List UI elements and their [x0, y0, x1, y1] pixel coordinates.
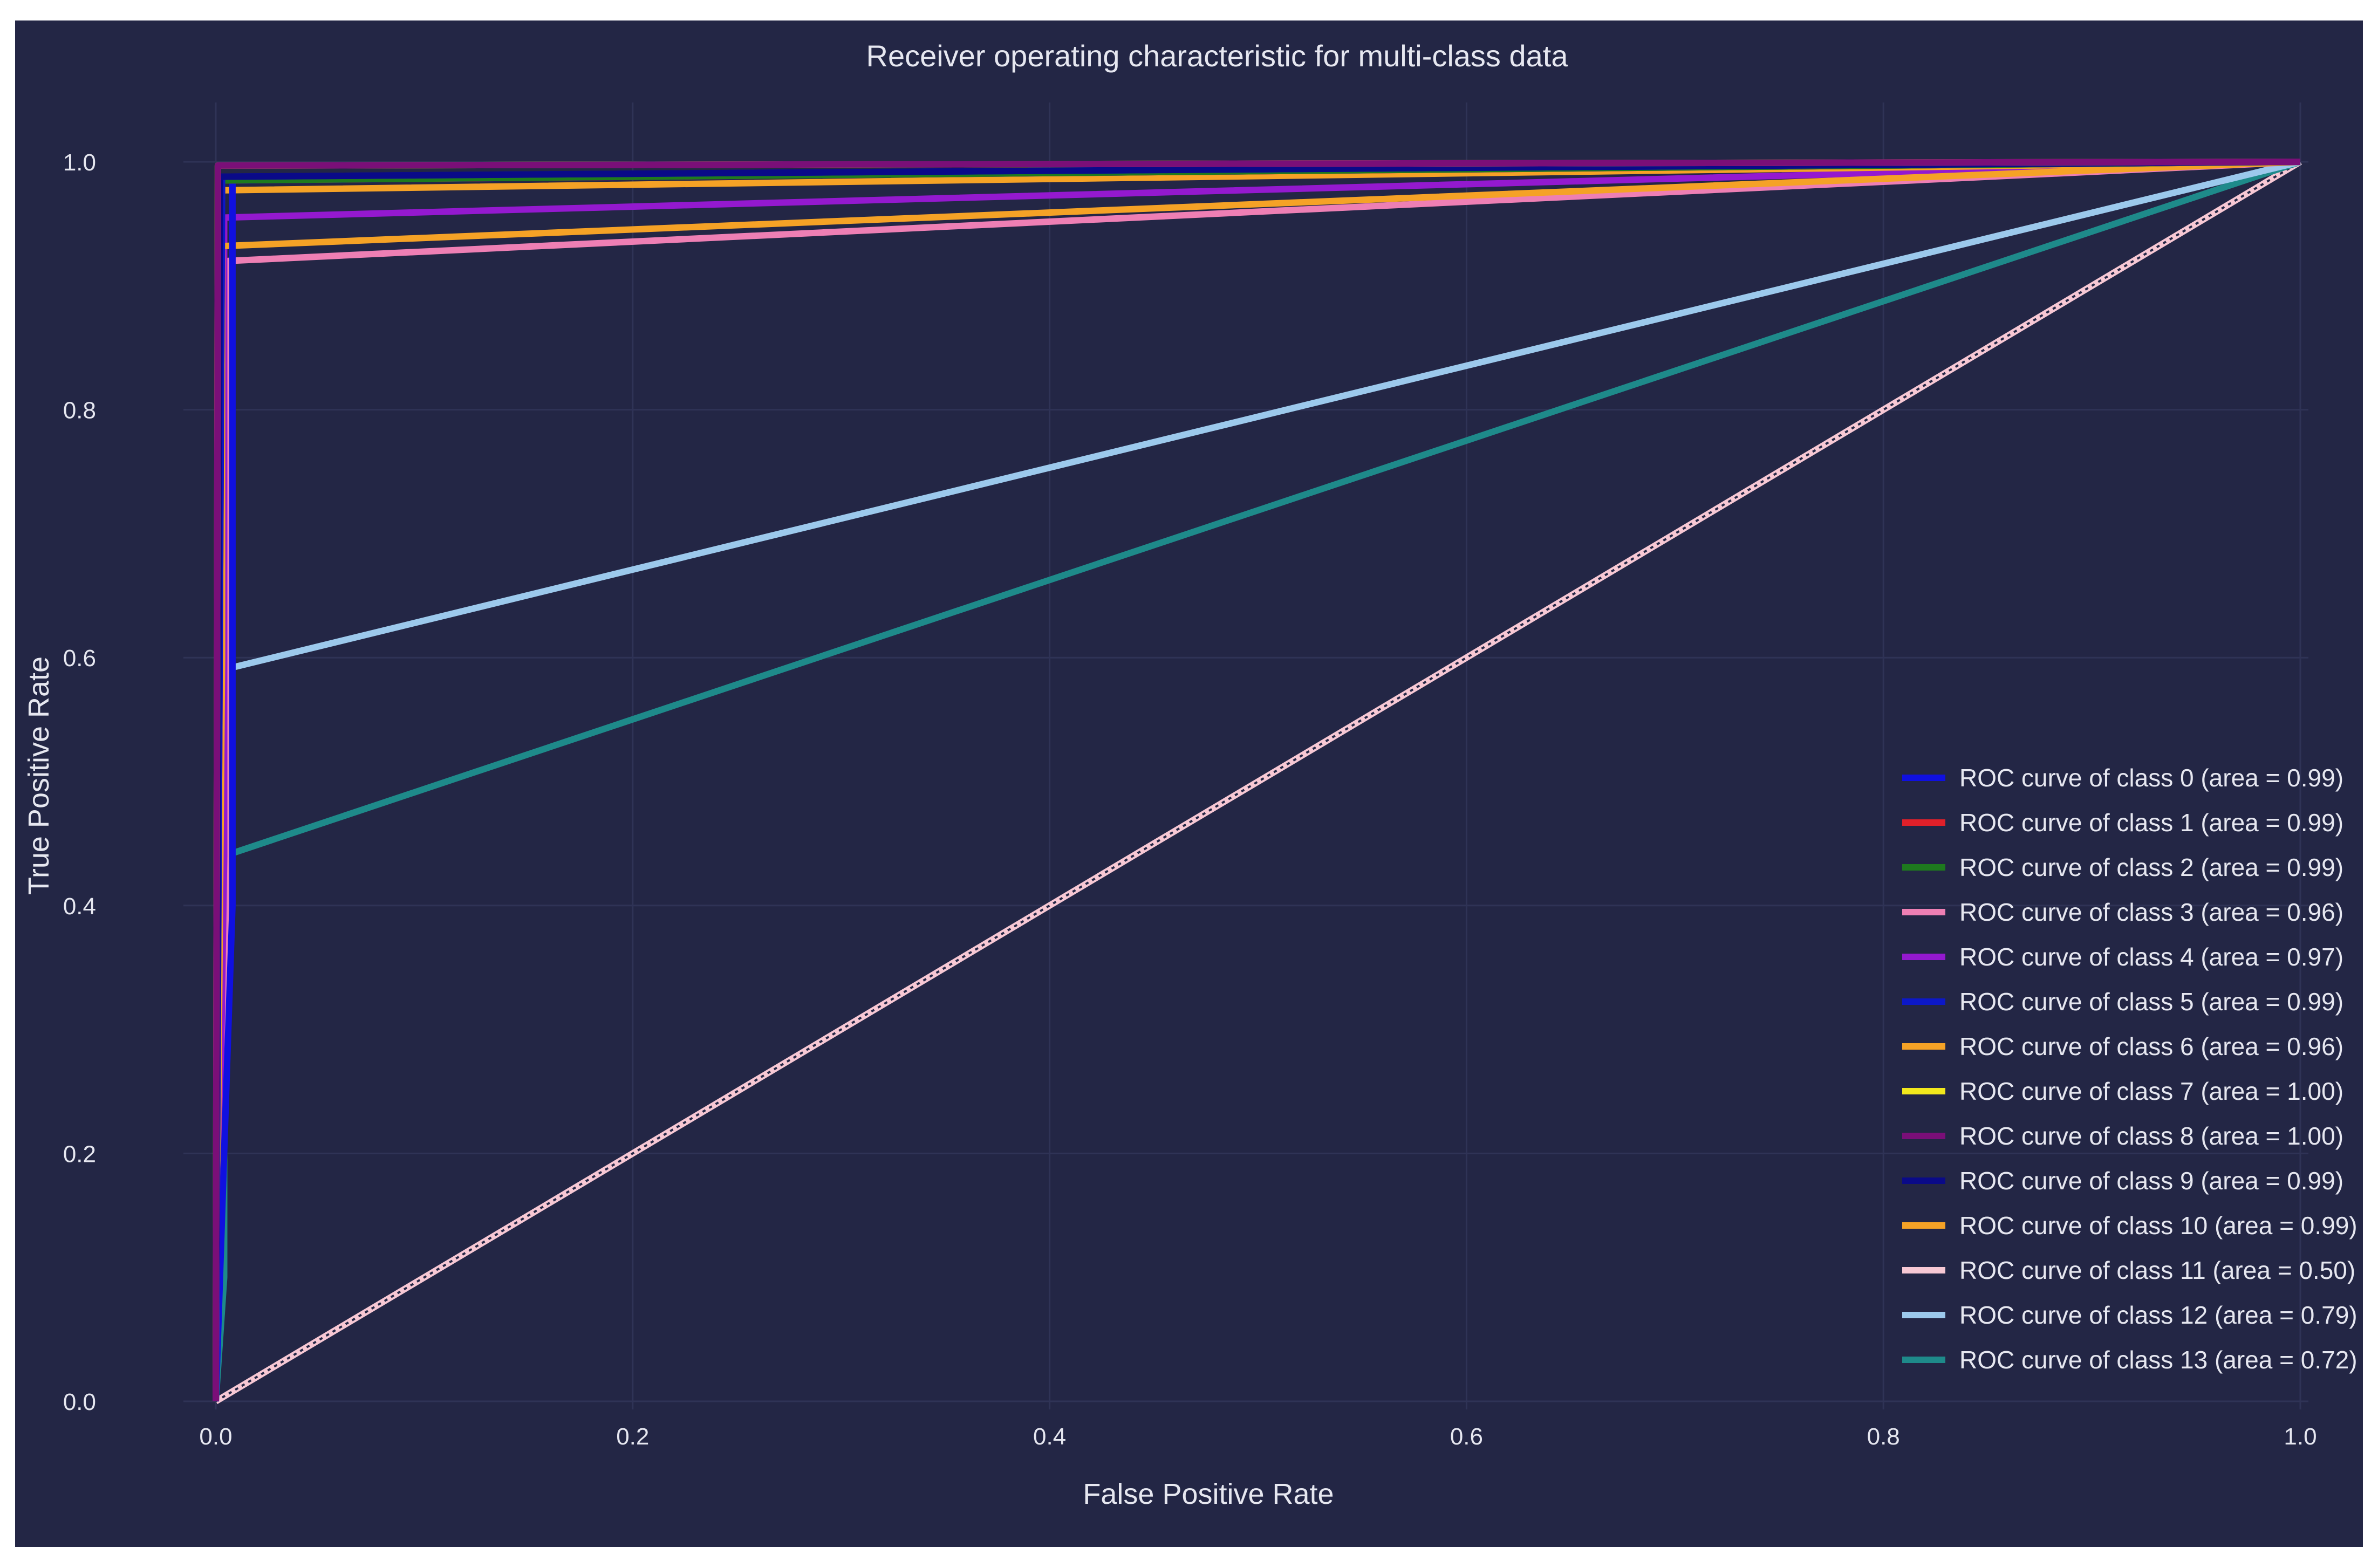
legend-label-class-12: ROC curve of class 12 (area = 0.79) — [1959, 1301, 2358, 1329]
legend-label-class-7: ROC curve of class 7 (area = 1.00) — [1959, 1077, 2343, 1105]
roc-curve-class-8 — [213, 159, 2301, 1402]
legend-label-class-10: ROC curve of class 10 (area = 0.99) — [1959, 1211, 2358, 1240]
legend: ROC curve of class 0 (area = 0.99) ROC cu… — [1902, 764, 2358, 1374]
y-tick-label: 0.2 — [63, 1141, 96, 1167]
legend-label-class-0: ROC curve of class 0 (area = 0.99) — [1959, 764, 2343, 792]
roc-curves — [213, 159, 2302, 1405]
y-tick-labels: 0.0 0.2 0.4 0.6 0.8 1.0 — [63, 149, 96, 1415]
x-tick-label: 0.2 — [616, 1423, 649, 1450]
y-tick-label: 0.0 — [63, 1389, 96, 1415]
x-tick-label: 0.8 — [1867, 1423, 1900, 1450]
y-tick-label: 0.6 — [63, 645, 96, 672]
legend-label-class-11: ROC curve of class 11 (area = 0.50) — [1959, 1256, 2355, 1284]
legend-label-class-4: ROC curve of class 4 (area = 0.97) — [1959, 943, 2343, 971]
roc-curve-class-11 — [214, 159, 2302, 1405]
chart-title: Receiver operating characteristic for mu… — [866, 39, 1569, 73]
x-tick-label: 0.4 — [1033, 1423, 1066, 1450]
y-axis-title: True Positive Rate — [23, 656, 55, 895]
chart-frame: 0.0 0.2 0.4 0.6 0.8 1.0 0.0 0.2 0.4 0.6 0.8 1.0 RO… — [15, 20, 2363, 1547]
x-tick-label: 0.0 — [199, 1423, 232, 1450]
legend-label-class-2: ROC curve of class 2 (area = 0.99) — [1959, 853, 2343, 881]
x-axis-title: False Positive Rate — [1083, 1478, 1334, 1510]
legend-label-class-9: ROC curve of class 9 (area = 0.99) — [1959, 1167, 2343, 1195]
x-tick-label: 1.0 — [2284, 1423, 2316, 1450]
y-tick-label: 0.4 — [63, 893, 96, 920]
y-tick-label: 1.0 — [63, 149, 96, 176]
legend-label-class-3: ROC curve of class 3 (area = 0.96) — [1959, 898, 2343, 926]
roc-chart: 0.0 0.2 0.4 0.6 0.8 1.0 0.0 0.2 0.4 0.6 0.8 1.0 RO… — [23, 39, 2358, 1510]
x-tick-labels: 0.0 0.2 0.4 0.6 0.8 1.0 — [199, 1423, 2316, 1450]
legend-label-class-13: ROC curve of class 13 (area = 0.72) — [1959, 1346, 2358, 1374]
y-tick-label: 0.8 — [63, 398, 96, 424]
legend-label-class-5: ROC curve of class 5 (area = 0.99) — [1959, 988, 2343, 1016]
legend-label-class-6: ROC curve of class 6 (area = 0.96) — [1959, 1032, 2343, 1060]
x-tick-label: 0.6 — [1450, 1423, 1483, 1450]
legend-label-class-8: ROC curve of class 8 (area = 1.00) — [1959, 1122, 2343, 1150]
legend-label-class-1: ROC curve of class 1 (area = 0.99) — [1959, 809, 2343, 837]
